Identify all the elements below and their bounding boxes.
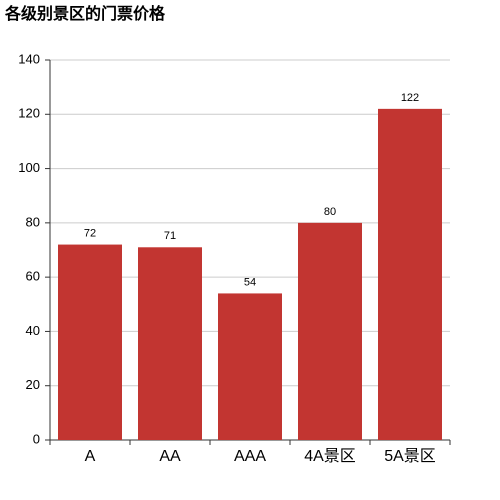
y-tick-label: 20 <box>26 377 40 392</box>
y-tick-label: 80 <box>26 214 40 229</box>
data-label: 72 <box>84 227 96 239</box>
x-tick-label: 4A景区 <box>304 448 356 465</box>
data-label: 80 <box>324 206 336 218</box>
x-tick-label: 5A景区 <box>384 448 436 465</box>
y-tick-label: 60 <box>26 269 40 284</box>
bar <box>298 222 362 440</box>
bar <box>138 247 202 440</box>
y-tick-label: 0 <box>33 431 40 446</box>
y-tick-label: 120 <box>18 106 40 121</box>
data-label: 54 <box>244 276 256 288</box>
bar <box>218 293 282 440</box>
data-label: 71 <box>164 230 176 242</box>
bar <box>378 108 442 440</box>
y-tick-label: 100 <box>18 160 40 175</box>
data-label: 122 <box>401 92 419 104</box>
x-tick-label: AA <box>159 448 181 465</box>
y-tick-label: 140 <box>18 51 40 66</box>
x-tick-label: AAA <box>234 448 266 465</box>
y-tick-label: 40 <box>26 323 40 338</box>
chart-title: 各级别景区的门票价格 <box>4 4 166 23</box>
bar <box>58 244 122 440</box>
x-tick-label: A <box>85 448 96 465</box>
